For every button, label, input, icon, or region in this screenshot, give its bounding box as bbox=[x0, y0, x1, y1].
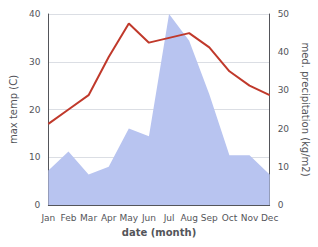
svg-text:30: 30 bbox=[278, 85, 290, 95]
svg-text:Dec: Dec bbox=[261, 213, 278, 223]
svg-text:0: 0 bbox=[35, 200, 41, 210]
svg-text:date (month): date (month) bbox=[122, 227, 196, 238]
svg-text:20: 20 bbox=[278, 124, 290, 134]
svg-text:30: 30 bbox=[29, 57, 41, 67]
svg-text:Oct: Oct bbox=[222, 213, 238, 223]
svg-text:40: 40 bbox=[29, 9, 41, 19]
svg-text:0: 0 bbox=[278, 200, 284, 210]
svg-text:50: 50 bbox=[278, 9, 290, 19]
svg-text:Aug: Aug bbox=[180, 213, 198, 223]
svg-text:Mar: Mar bbox=[80, 213, 97, 223]
svg-text:med. precipitation (kg/m2): med. precipitation (kg/m2) bbox=[300, 42, 311, 176]
svg-text:Sep: Sep bbox=[201, 213, 218, 223]
svg-text:May: May bbox=[120, 213, 139, 223]
svg-text:10: 10 bbox=[278, 162, 290, 172]
svg-text:Jul: Jul bbox=[163, 213, 175, 223]
svg-text:Nov: Nov bbox=[241, 213, 259, 223]
svg-text:40: 40 bbox=[278, 47, 290, 57]
svg-text:Jan: Jan bbox=[40, 213, 55, 223]
svg-text:Apr: Apr bbox=[101, 213, 117, 223]
svg-text:max temp (C): max temp (C) bbox=[8, 75, 19, 144]
svg-text:10: 10 bbox=[29, 152, 41, 162]
svg-text:Jun: Jun bbox=[141, 213, 156, 223]
svg-text:20: 20 bbox=[29, 105, 41, 115]
svg-text:Feb: Feb bbox=[61, 213, 77, 223]
